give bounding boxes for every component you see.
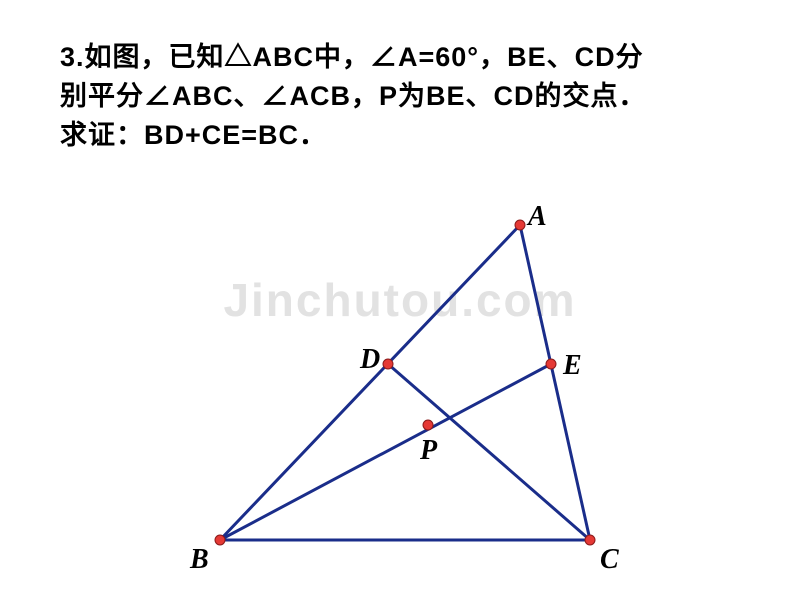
segment-AB: [220, 225, 520, 540]
segment-CA: [520, 225, 590, 540]
problem-line-1: 3.如图，已知△ABC中，∠A=60°，BE、CD分: [60, 42, 644, 72]
label-D: D: [360, 344, 380, 376]
vertex-P: [423, 420, 433, 430]
label-C: C: [600, 544, 619, 576]
segment-BE: [220, 364, 551, 540]
label-B: B: [190, 544, 209, 576]
vertex-E: [546, 359, 556, 369]
label-E: E: [563, 350, 582, 382]
vertex-B: [215, 535, 225, 545]
label-P: P: [420, 435, 437, 467]
vertex-A: [515, 220, 525, 230]
vertex-C: [585, 535, 595, 545]
vertex-D: [383, 359, 393, 369]
geometry-diagram: A B C D E P: [150, 200, 650, 580]
diagram-svg: [150, 200, 650, 580]
problem-text: 3.如图，已知△ABC中，∠A=60°，BE、CD分 别平分∠ABC、∠ACB，…: [60, 38, 740, 155]
label-A: A: [528, 201, 547, 233]
problem-line-2: 别平分∠ABC、∠ACB，P为BE、CD的交点．: [60, 81, 647, 111]
problem-line-3: 求证：BD+CE=BC．: [60, 120, 327, 150]
segment-CD: [388, 364, 590, 540]
